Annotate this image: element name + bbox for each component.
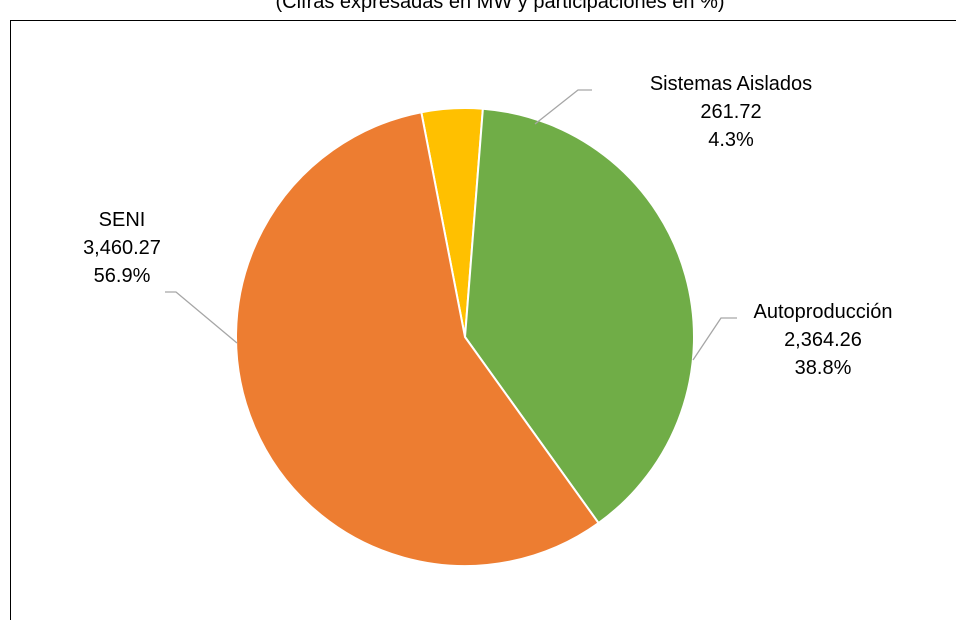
leader-line-sistemas-aislados (534, 89, 592, 125)
leader-line-autoproduccion (692, 317, 737, 361)
label-autoproduccion-name: Autoproducción (754, 301, 893, 323)
pie-chart: Sistemas Aislados 261.72 4.3% Autoproduc… (83, 73, 893, 567)
leader-lines (165, 89, 737, 361)
label-sistemas-aislados-name: Sistemas Aislados (650, 73, 812, 95)
chart-subtitle: (Cifras expresadas en MW y participacion… (275, 0, 725, 13)
pie-slice-seni (235, 111, 600, 567)
label-sistemas-aislados-percent: 4.3% (708, 129, 754, 151)
label-autoproduccion-value: 2,364.26 (784, 329, 862, 351)
pie-slices (235, 107, 695, 567)
label-seni-value: 3,460.27 (83, 237, 161, 259)
label-seni-percent: 56.9% (94, 265, 151, 287)
label-sistemas-aislados-value: 261.72 (700, 101, 761, 123)
label-autoproduccion-percent: 38.8% (795, 357, 852, 379)
leader-line-seni (165, 291, 238, 344)
pie-slice-autoproduccion (463, 107, 695, 525)
label-seni-name: SENI (99, 209, 146, 231)
chart-frame (10, 20, 956, 620)
